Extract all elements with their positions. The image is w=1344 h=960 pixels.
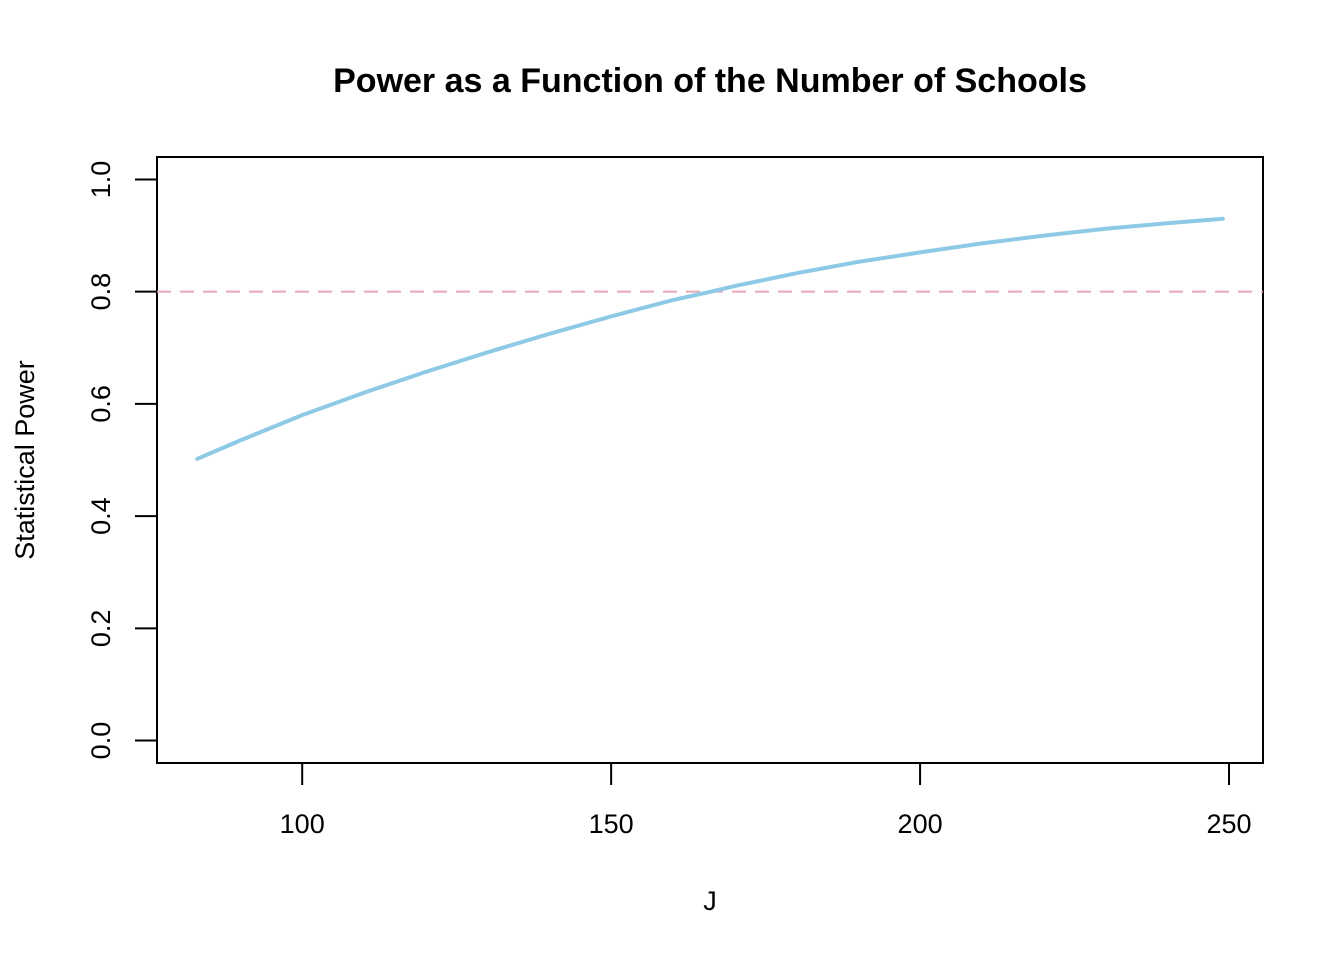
power-curve-line xyxy=(195,216,1225,461)
y-tick-label: 0.2 xyxy=(86,610,116,648)
x-axis: 100 150 200 250 xyxy=(280,762,1252,839)
plot-frame xyxy=(156,156,1264,764)
y-axis: 0.0 0.2 0.4 0.6 0.8 1.0 xyxy=(86,161,158,760)
y-axis-label: Statistical Power xyxy=(10,360,40,560)
x-tick-label: 100 xyxy=(280,809,325,839)
x-tick-label: 250 xyxy=(1206,809,1251,839)
y-tick-label: 0.4 xyxy=(86,497,116,535)
plot-content xyxy=(157,216,1263,461)
chart-title: Power as a Function of the Number of Sch… xyxy=(333,62,1087,100)
y-tick-label: 0.0 xyxy=(86,722,116,760)
x-tick-label: 150 xyxy=(589,809,634,839)
y-tick-label: 0.8 xyxy=(86,273,116,311)
x-axis-label: J xyxy=(703,886,717,916)
y-tick-label: 0.6 xyxy=(86,385,116,423)
x-tick-label: 200 xyxy=(898,809,943,839)
y-tick-label: 1.0 xyxy=(86,161,116,199)
